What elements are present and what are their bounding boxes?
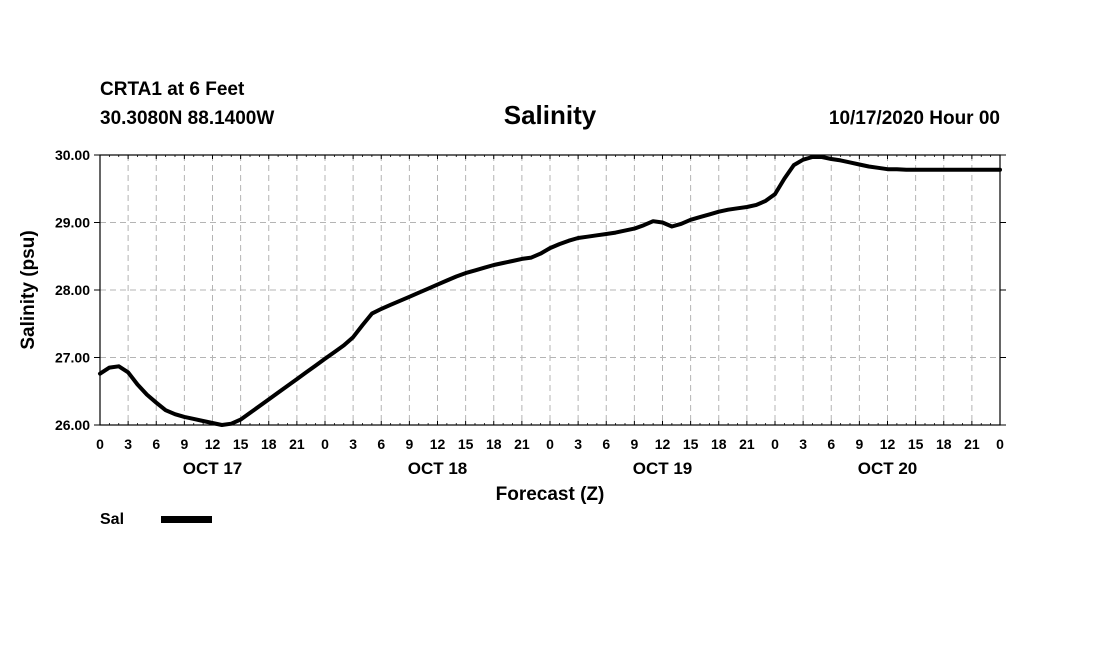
- day-label: OCT 18: [408, 459, 468, 478]
- x-tick-label: 0: [546, 436, 554, 452]
- y-axis-ticks: 26.00 27.00 28.00 29.00 30.00: [55, 147, 1006, 433]
- grid-lines: [100, 155, 1000, 425]
- plot-frame: [99, 154, 1001, 426]
- day-labels: OCT 17 OCT 18 OCT 19 OCT 20: [183, 459, 918, 478]
- x-tick-label: 18: [486, 436, 502, 452]
- x-tick-label: 6: [152, 436, 160, 452]
- x-tick-label: 0: [321, 436, 329, 452]
- x-tick-label: 21: [289, 436, 305, 452]
- x-tick-label: 6: [602, 436, 610, 452]
- x-tick-label: 18: [711, 436, 727, 452]
- y-tick-label: 26.00: [55, 417, 90, 433]
- x-tick-label: 15: [683, 436, 699, 452]
- x-tick-label: 9: [180, 436, 188, 452]
- chart-title: Salinity: [504, 100, 597, 130]
- day-label: OCT 19: [633, 459, 693, 478]
- x-tick-label: 21: [964, 436, 980, 452]
- legend-swatch-sal: [161, 516, 212, 523]
- day-label: OCT 17: [183, 459, 243, 478]
- y-tick-label: 27.00: [55, 350, 90, 366]
- x-tick-label: 12: [430, 436, 446, 452]
- x-tick-label: 6: [377, 436, 385, 452]
- station-label: CRTA1 at 6 Feet: [100, 79, 245, 100]
- series-line-sal: [98, 155, 1002, 427]
- x-tick-label: 12: [880, 436, 896, 452]
- y-tick-label: 29.00: [55, 215, 90, 231]
- x-tick-label: 9: [855, 436, 863, 452]
- location-label: 30.3080N 88.1400W: [100, 108, 274, 129]
- run-time-label: 10/17/2020 Hour 00: [829, 108, 1000, 129]
- x-tick-label: 3: [799, 436, 807, 452]
- x-tick-label: 3: [574, 436, 582, 452]
- x-tick-label: 0: [996, 436, 1004, 452]
- x-tick-label: 12: [655, 436, 671, 452]
- y-axis-label: Salinity (psu): [18, 230, 39, 349]
- x-tick-label: 18: [261, 436, 277, 452]
- x-tick-label: 3: [349, 436, 357, 452]
- x-tick-label: 9: [405, 436, 413, 452]
- x-tick-label: 0: [96, 436, 104, 452]
- day-label: OCT 20: [858, 459, 918, 478]
- x-tick-label: 18: [936, 436, 952, 452]
- y-tick-label: 30.00: [55, 147, 90, 163]
- y-tick-label: 28.00: [55, 282, 90, 298]
- x-tick-label: 21: [739, 436, 755, 452]
- x-tick-label: 12: [205, 436, 221, 452]
- x-tick-label: 21: [514, 436, 530, 452]
- x-tick-label: 6: [827, 436, 835, 452]
- x-tick-label: 15: [458, 436, 474, 452]
- x-tick-label: 9: [630, 436, 638, 452]
- x-tick-label: 3: [124, 436, 132, 452]
- x-tick-label: 0: [771, 436, 779, 452]
- x-axis-label: Forecast (Z): [496, 484, 605, 505]
- x-tick-label: 15: [233, 436, 249, 452]
- x-tick-label: 15: [908, 436, 924, 452]
- legend-label-sal: Sal: [100, 511, 124, 528]
